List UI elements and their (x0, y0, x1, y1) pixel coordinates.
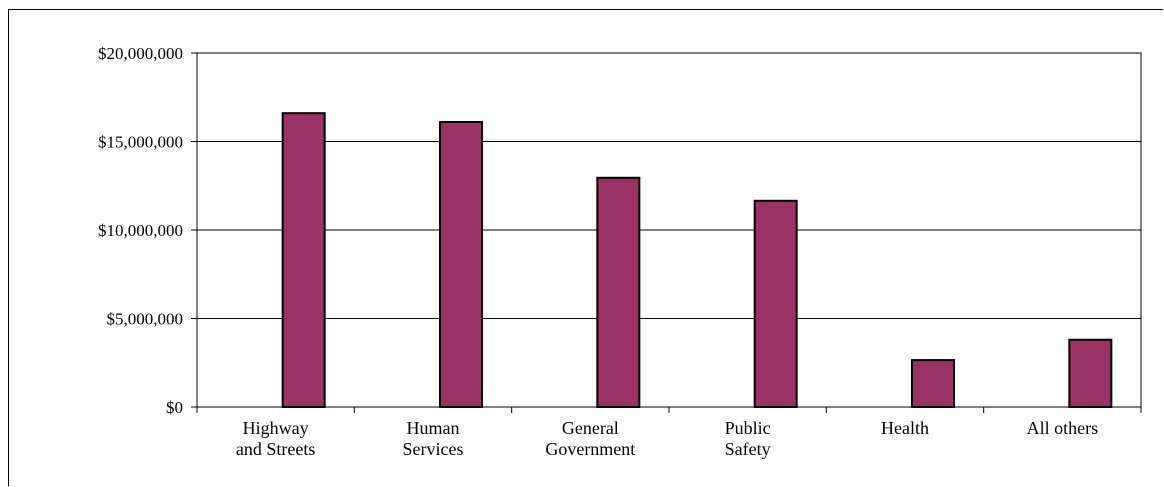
x-tick-label: Health (881, 418, 929, 438)
x-tick-label: Human Services (403, 418, 464, 459)
y-tick-label: $0 (166, 398, 183, 417)
x-tick-label-line: and Streets (236, 439, 315, 459)
y-tick-label: $10,000,000 (98, 221, 183, 240)
x-tick-label-line: All others (1027, 418, 1099, 438)
bar (439, 121, 483, 408)
bar (911, 359, 955, 408)
bars (281, 112, 1113, 409)
x-tick-label-line: Health (881, 418, 929, 438)
bar (1068, 338, 1113, 408)
y-axis-ticks: $0 $5,000,000 $10,000,000 $15,000,000 $20,00… (98, 44, 197, 417)
x-tick-label: General Government (545, 418, 635, 459)
x-tick-label-line: Public (725, 418, 771, 438)
bar (753, 199, 798, 408)
y-tick-label: $15,000,000 (98, 133, 183, 152)
x-tick-label-line: Highway (243, 418, 309, 438)
x-tick-label: All others (1027, 418, 1099, 438)
x-tick-label-line: Human (407, 418, 460, 438)
x-tick-label-line: General (562, 418, 619, 438)
bar (596, 176, 641, 408)
x-tick-label: Highway and Streets (236, 418, 315, 459)
axes (196, 53, 1142, 413)
chart-frame (8, 9, 1163, 486)
x-tick-label: Public Safety (725, 418, 771, 459)
gridlines (196, 52, 1142, 408)
x-axis-labels: Highway and Streets Human Services General Go… (236, 418, 1098, 459)
x-tick-label-line: Services (403, 439, 464, 459)
bar (281, 112, 326, 409)
x-tick-label-line: Safety (725, 439, 771, 459)
y-tick-label: $20,000,000 (98, 44, 183, 63)
x-tick-label-line: Government (545, 439, 635, 459)
y-tick-label: $5,000,000 (107, 310, 184, 329)
